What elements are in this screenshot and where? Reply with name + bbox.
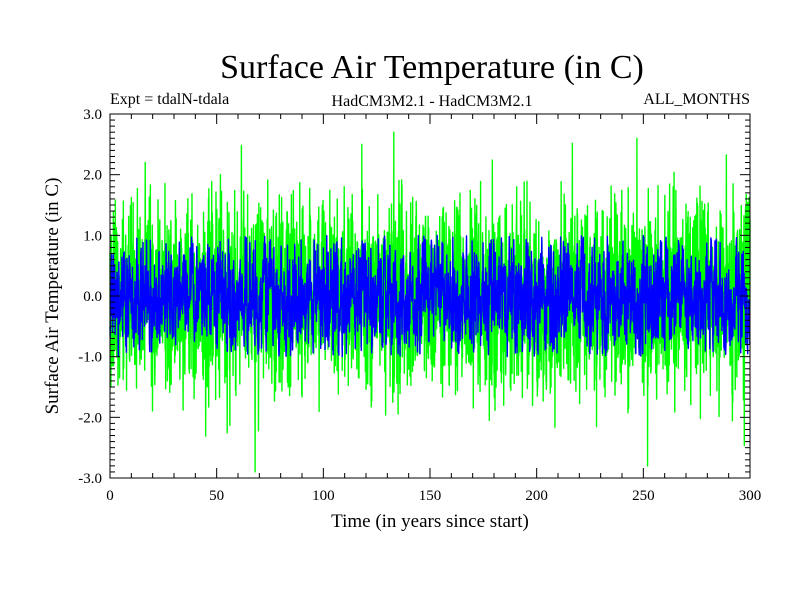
series-layer: [109, 131, 751, 473]
x-tick-label: 150: [419, 488, 442, 504]
y-tick-label: -3.0: [78, 471, 102, 487]
y-tick-label: 0.0: [83, 289, 102, 305]
y-axis-label: Surface Air Temperature (in C): [42, 178, 63, 415]
x-tick-label: 250: [632, 488, 655, 504]
y-tick-label: -1.0: [78, 350, 102, 366]
chart-subtitle-center: HadCM3M2.1 - HadCM3M2.1: [332, 93, 533, 110]
x-tick-label: 50: [209, 488, 224, 504]
chart-subtitle-right: ALL_MONTHS: [643, 91, 750, 108]
chart-subtitle-left: Expt = tdalN-tdala: [110, 91, 229, 108]
chart-title: Surface Air Temperature (in C): [220, 49, 644, 86]
series-line-blue: [109, 234, 751, 358]
tick-layer: [109, 113, 751, 479]
x-tick-label: 200: [525, 488, 548, 504]
x-axis-label: Time (in years since start): [331, 511, 529, 532]
tick-label-layer: 0 50 100 150 200 250 300 -3.0 -2.0 -1.0 0.0 1.0 2.0 3…: [78, 107, 761, 504]
y-tick-label: 3.0: [83, 107, 102, 123]
plot-area: [109, 113, 751, 479]
x-tick-label: 100: [312, 488, 335, 504]
y-tick-label: -2.0: [78, 410, 102, 426]
x-tick-label: 0: [106, 488, 114, 504]
plot-frame: [109, 113, 751, 479]
y-tick-label: 1.0: [83, 228, 102, 244]
y-tick-label: 2.0: [83, 168, 102, 184]
x-tick-label: 300: [739, 488, 762, 504]
